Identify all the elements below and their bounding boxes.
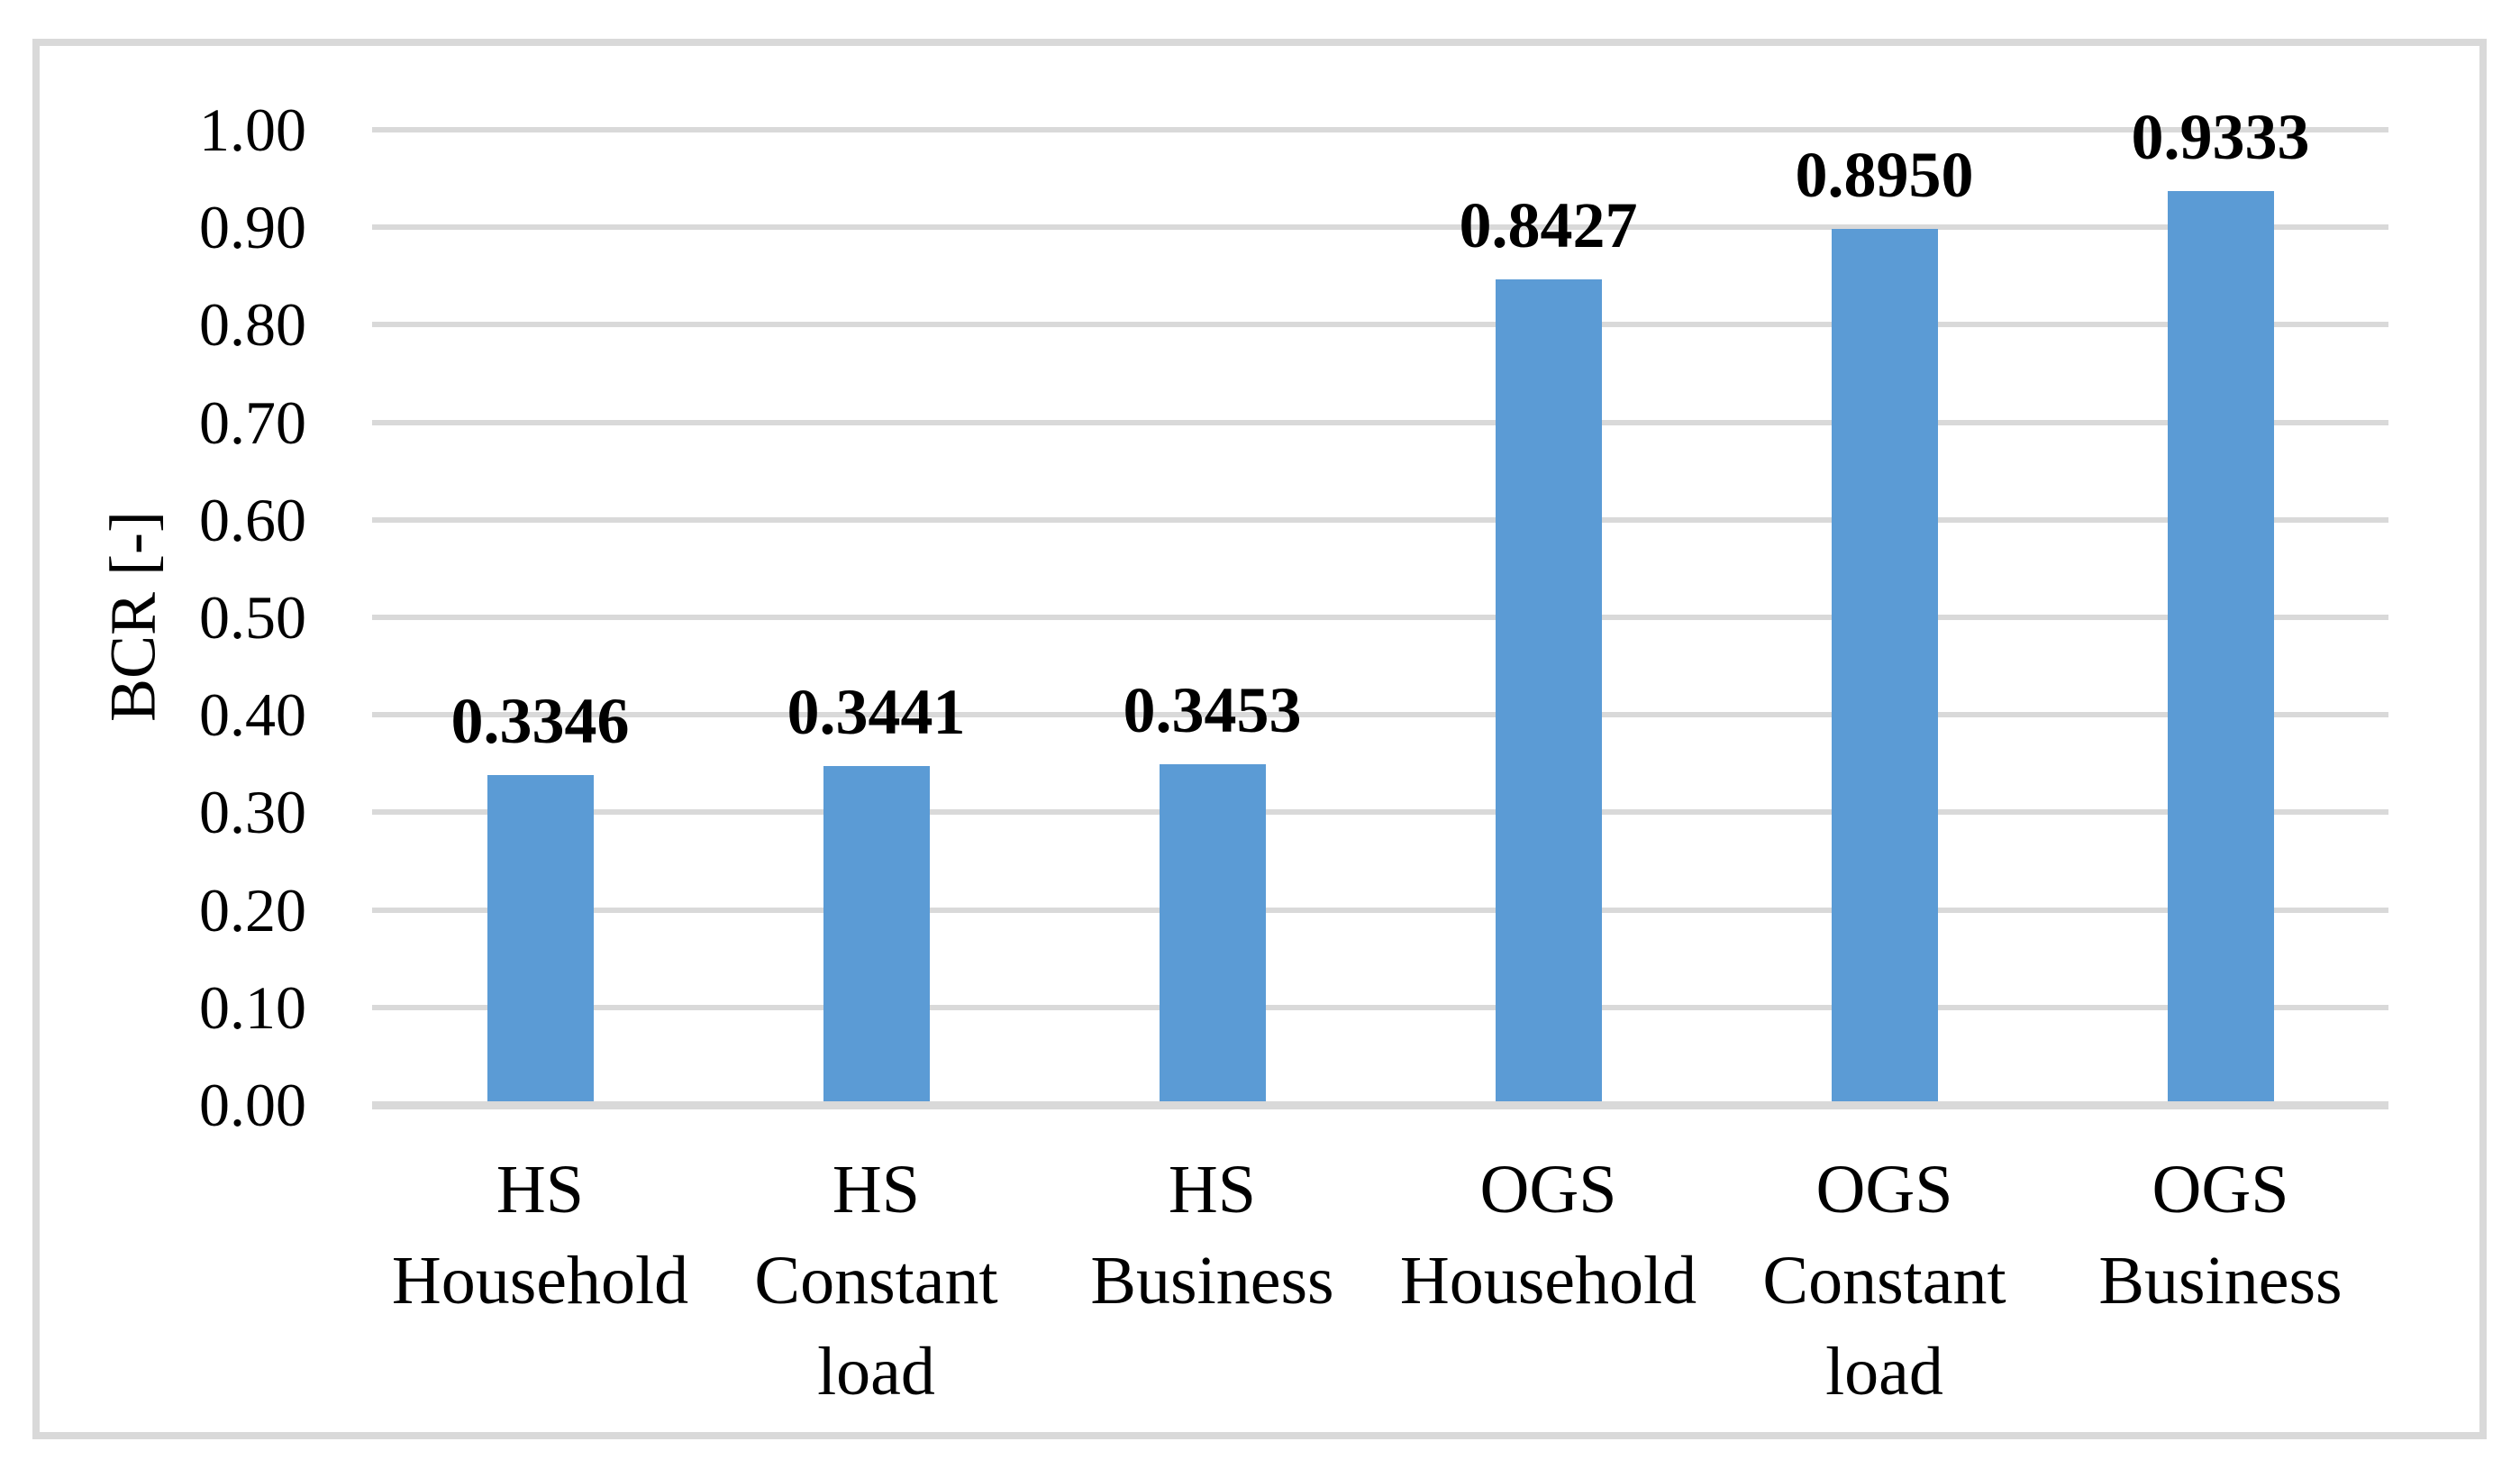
y-tick-label: 0.70 [199,388,306,457]
y-tick-label: 0.30 [199,778,306,847]
category-label: HS Household [391,1152,689,1318]
gridline [372,322,2388,328]
bar-1 [487,775,594,1101]
gridline [372,712,2388,718]
bar-value-label: 0.3441 [787,676,966,748]
bar-value-label: 0.3453 [1123,674,1302,746]
category-label: OGS Business [2098,1152,2343,1318]
bar-value-label: 0.8950 [1795,139,1974,211]
bar-5 [1831,229,1938,1101]
y-tick-label: 0.90 [199,193,306,262]
bar-6 [2167,191,2274,1101]
y-tick-label: 0.80 [199,290,306,360]
x-axis-line [372,1101,2388,1109]
gridline [372,224,2388,231]
gridline [372,127,2388,132]
bar-value-label: 0.9333 [2131,101,2310,173]
bar-value-label: 0.3346 [450,685,630,757]
chart-border-frame [32,39,2487,1439]
y-tick-label: 1.00 [199,96,306,164]
y-tick-label: 0.00 [199,1071,306,1139]
y-tick-label: 0.20 [199,875,306,944]
y-tick-label: 0.10 [199,972,306,1042]
category-label: OGS Constant load [1762,1152,2006,1410]
bar-value-label: 0.8427 [1459,189,1638,261]
y-tick-label: 0.40 [199,680,306,750]
bar-3 [1159,764,1266,1101]
y-tick-label: 0.60 [199,485,306,554]
bar-4 [1495,279,1602,1101]
gridline [372,516,2388,523]
category-label: HS Business [1090,1152,1334,1318]
gridline [372,419,2388,425]
category-label: HS Constant load [754,1152,998,1410]
category-label: OGS Household [1399,1152,1697,1318]
gridline [372,809,2388,816]
gridline [372,615,2388,620]
y-tick-label: 0.50 [199,583,306,652]
gridline [372,907,2388,913]
bar-2 [823,766,930,1101]
gridline [372,1004,2388,1010]
